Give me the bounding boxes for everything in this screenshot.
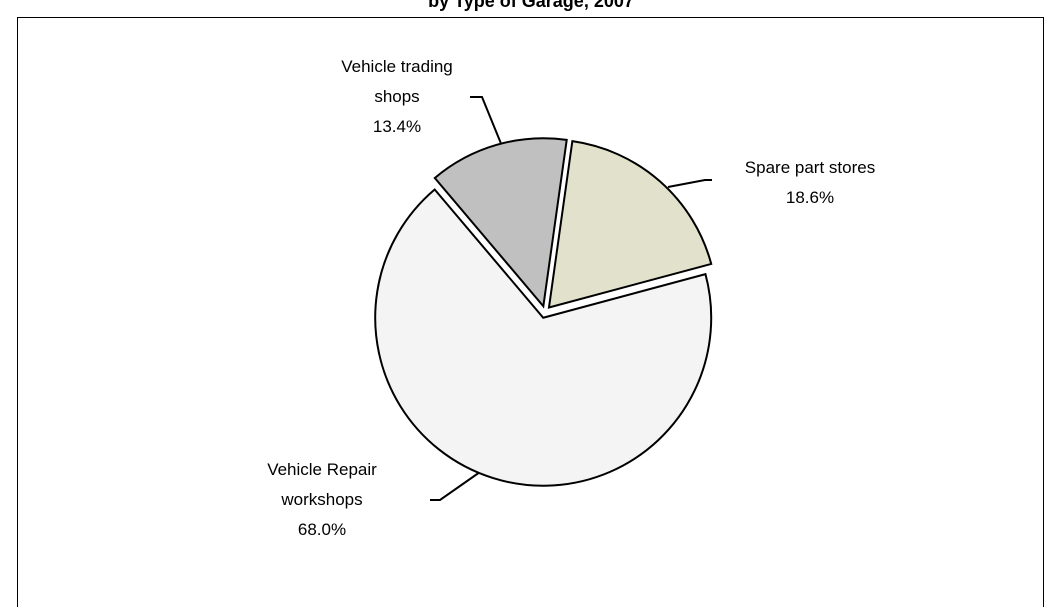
slice-label: Vehicle Repair workshops	[267, 460, 377, 509]
leader-line	[667, 179, 712, 188]
slice-label: Vehicle trading shops	[341, 57, 453, 106]
leader-line	[470, 96, 503, 147]
value-label: 13.4%	[372, 117, 422, 136]
chart-title: by Type of Garage, 2007	[428, 0, 634, 11]
frame	[17, 17, 1044, 607]
pie-slice	[374, 188, 713, 487]
value-label: 18.6%	[785, 188, 835, 207]
pie-slice	[547, 140, 713, 309]
leader-line	[430, 464, 491, 501]
pie-slice	[433, 137, 568, 309]
slice-label: Spare part stores	[744, 158, 876, 177]
value-label: 68.0%	[297, 520, 347, 539]
